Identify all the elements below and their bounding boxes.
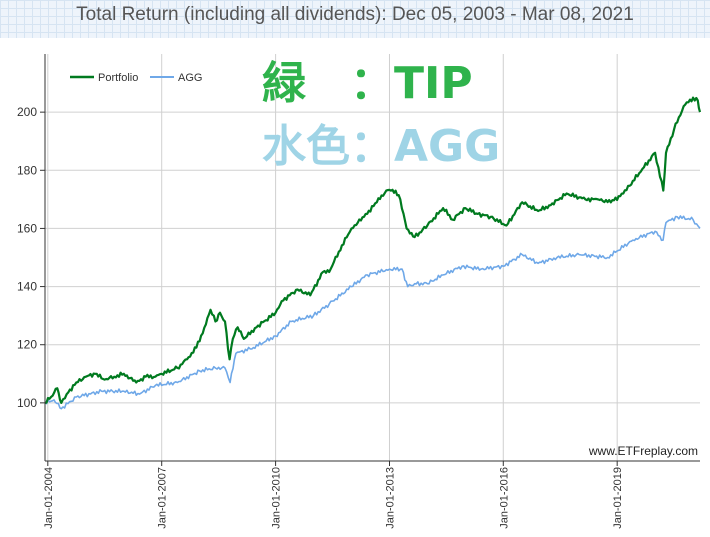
series-line-portfolio bbox=[44, 96, 702, 404]
x-tick-label: Jan-01-2016 bbox=[498, 467, 510, 529]
y-tick-label: 160 bbox=[17, 221, 37, 235]
legend-label-agg: AGG bbox=[178, 72, 202, 84]
y-tick-label: 200 bbox=[17, 105, 37, 119]
x-tick-label: Jan-01-2010 bbox=[271, 467, 283, 529]
y-tick-label: 140 bbox=[17, 280, 37, 294]
grid-lines bbox=[45, 54, 700, 461]
y-tick-label: 100 bbox=[17, 396, 37, 410]
x-tick-label: Jan-01-2007 bbox=[157, 467, 169, 529]
x-tick-label: Jan-01-2019 bbox=[612, 467, 624, 529]
legend: Portfolio AGG bbox=[70, 72, 202, 84]
annotation-agg: 水色：AGG bbox=[262, 121, 500, 172]
axes bbox=[40, 54, 700, 466]
y-tick-label: 180 bbox=[17, 163, 37, 177]
watermark: www.ETFreplay.com bbox=[588, 444, 698, 458]
legend-label-portfolio: Portfolio bbox=[98, 72, 138, 84]
annotation-tip: 緑 ：TIP bbox=[262, 58, 473, 109]
series-layer bbox=[44, 96, 702, 410]
x-tick-label: Jan-01-2004 bbox=[43, 467, 55, 529]
y-tick-label: 120 bbox=[17, 338, 37, 352]
x-axis-labels: Jan-01-2004 Jan-01-2007 Jan-01-2010 Jan-01-… bbox=[43, 467, 624, 529]
chart-background bbox=[0, 38, 710, 537]
series-line-agg bbox=[44, 215, 701, 410]
chart-title: Total Return (including all dividends): … bbox=[76, 4, 634, 25]
y-axis-labels: 100 120 140 160 180 200 bbox=[17, 105, 37, 410]
x-tick-label: Jan-01-2013 bbox=[384, 467, 396, 529]
